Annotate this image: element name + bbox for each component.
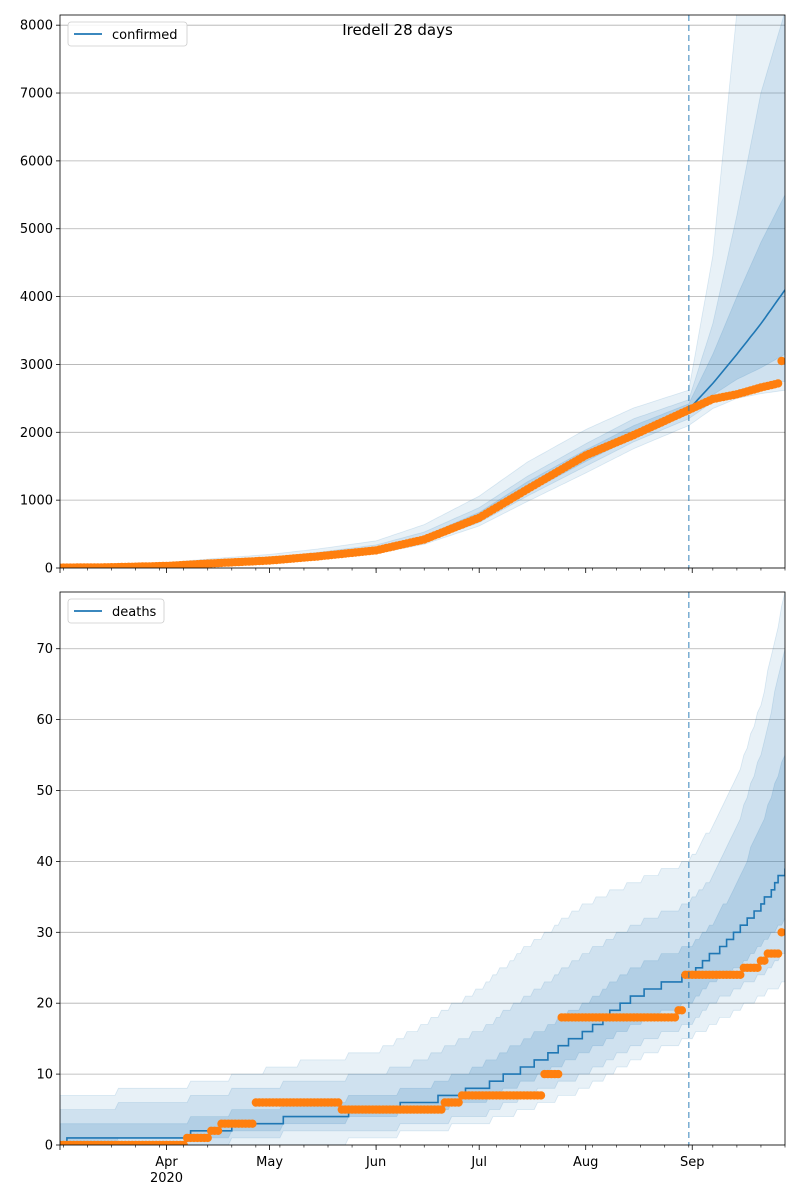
- y-tick-label: 8000: [20, 19, 53, 34]
- y-tick-label: 50: [36, 784, 53, 799]
- x-tick-label: Sep: [680, 1155, 705, 1170]
- legend-label: confirmed: [112, 28, 178, 43]
- plot-area: [60, 15, 785, 568]
- y-tick-label: 60: [36, 713, 53, 728]
- observed-point: [554, 1069, 563, 1079]
- y-tick-label: 3000: [20, 358, 53, 373]
- uncertainty-band-3: [60, 194, 785, 568]
- legend-box: [67, 598, 165, 624]
- x-tick-label: Jul: [470, 1155, 487, 1170]
- uncertainty-band-1: [60, 592, 785, 1145]
- observed-point: [773, 949, 783, 958]
- observed-point: [760, 956, 769, 965]
- y-tick-label: 7000: [20, 87, 53, 102]
- observed-point: [773, 379, 783, 388]
- confirmed-panel: 0 1000 2000 3000 4000 5000 6000 7000 8000 confirm…: [20, 14, 786, 577]
- y-tick-label: 20: [36, 997, 53, 1012]
- y-tick-label: 30: [36, 926, 53, 941]
- x-year-label: 2020: [150, 1171, 183, 1186]
- y-tick-label: 5000: [20, 222, 53, 237]
- y-tick-label: 10: [36, 1068, 53, 1083]
- observed-point: [777, 356, 785, 366]
- y-tick-label: 1000: [20, 494, 53, 509]
- uncertainty-band-1: [60, 15, 785, 568]
- y-tick-label: 2000: [20, 426, 53, 441]
- observed-point: [248, 1119, 257, 1128]
- axes-frame: [59, 591, 786, 1146]
- observed-point: [736, 970, 745, 979]
- legend: deaths: [67, 598, 165, 624]
- observed-point: [536, 1091, 546, 1100]
- x-tick-label: Jun: [365, 1155, 386, 1170]
- observed-point: [203, 1133, 212, 1143]
- plot-area: [60, 592, 785, 1145]
- y-tick-label: 0: [45, 562, 53, 577]
- observed-point: [753, 963, 762, 972]
- observed-point: [437, 1105, 446, 1114]
- y-tick-label: 70: [36, 642, 53, 657]
- y-tick-label: 0: [45, 1139, 53, 1154]
- y-tick-label: 6000: [20, 154, 53, 169]
- legend: confirmed: [67, 21, 188, 47]
- figure-title: Iredell 28 days: [342, 21, 453, 39]
- deaths-panel: 0 10 20 30 40 50 60 70 Apr May Jun Jul Aug Sep 2020 dea…: [36, 591, 786, 1186]
- observed-point: [213, 1126, 223, 1136]
- legend-box: [67, 21, 188, 47]
- observed-point: [454, 1098, 463, 1107]
- x-tick-label: Aug: [573, 1155, 598, 1170]
- y-tick-label: 4000: [20, 290, 53, 305]
- x-tick-label: Apr: [155, 1155, 178, 1170]
- observed-point: [677, 1006, 687, 1015]
- observed-point: [670, 1013, 680, 1022]
- uncertainty-band-2: [60, 15, 785, 568]
- legend-label: deaths: [112, 605, 157, 620]
- observed-point: [334, 1098, 343, 1107]
- y-tick-label: 40: [36, 855, 53, 870]
- observed-point: [777, 928, 785, 937]
- x-tick-label: May: [256, 1155, 283, 1170]
- axes-frame: [59, 14, 786, 569]
